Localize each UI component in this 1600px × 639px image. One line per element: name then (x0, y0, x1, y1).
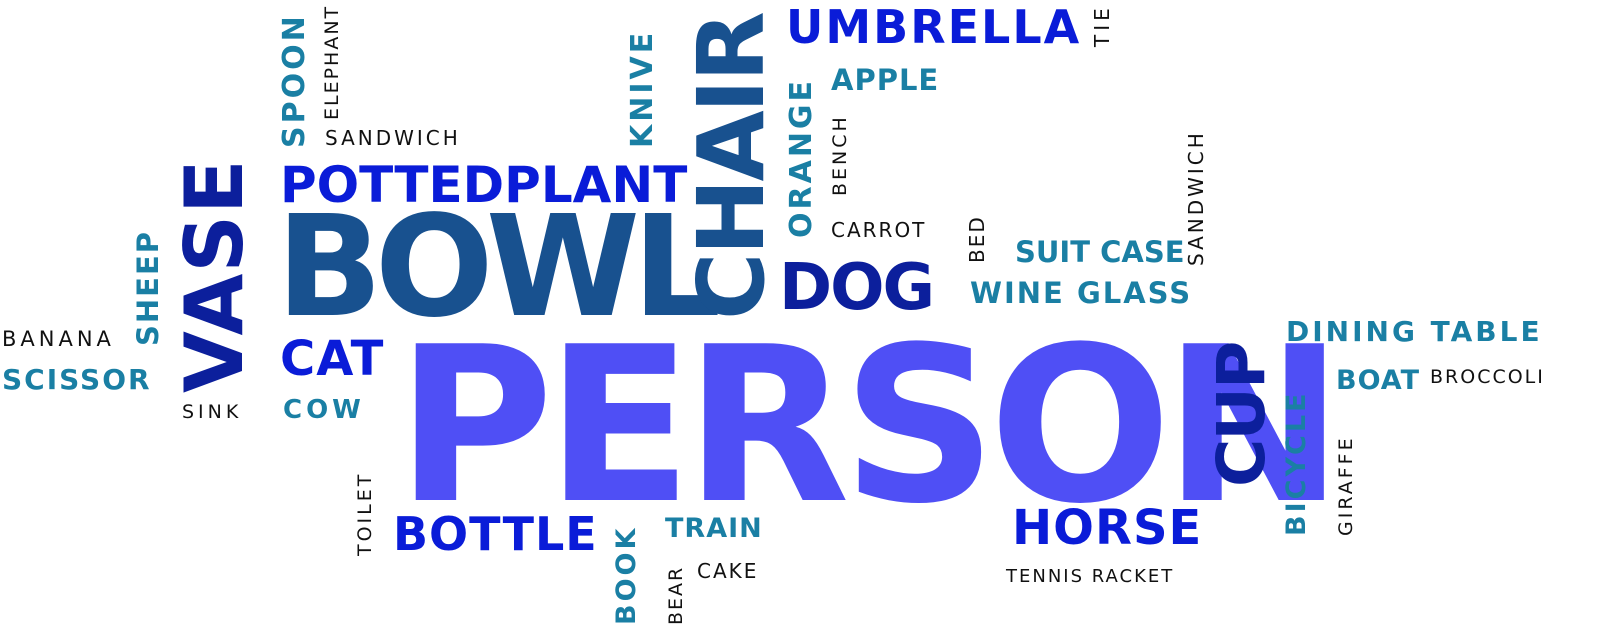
word-chair: CHAIR (678, 14, 785, 320)
word-bicycle: BICYCLE (1281, 390, 1312, 537)
word-book: BOOK (611, 525, 642, 625)
word-pottedplant: POTTEDPLANT (280, 156, 688, 214)
word-bear: BEAR (665, 565, 687, 625)
word-sandwich-horizontal: SANDWICH (325, 126, 461, 150)
word-dining-table: DINING TABLE (1286, 315, 1543, 348)
word-sheep: SHEEP (131, 229, 165, 346)
word-bowl: BOWL (276, 186, 721, 349)
word-horse: HORSE (1012, 500, 1203, 556)
word-broccoli: BROCCOLI (1430, 366, 1545, 388)
word-bench: BENCH (829, 114, 851, 196)
word-toilet: TOILET (354, 471, 376, 556)
word-tennis-racket: TENNIS RACKET (1006, 566, 1175, 587)
word-sink: SINK (182, 401, 243, 423)
word-banana: BANANA (2, 327, 115, 351)
word-wine-glass: WINE GLASS (970, 276, 1193, 310)
word-sandwich-vertical: SANDWICH (1184, 130, 1208, 266)
word-elephant: ELEPHANT (321, 4, 343, 120)
word-scissor: SCISSOR (2, 363, 152, 396)
word-dog: DOG (779, 251, 935, 325)
word-boat: BOAT (1336, 365, 1421, 396)
word-bottle: BOTTLE (393, 507, 598, 561)
word-giraffe: GIRAFFE (1335, 435, 1357, 536)
word-orange: ORANGE (784, 77, 819, 238)
word-knive: KNIVE (625, 29, 660, 148)
word-cat: CAT (280, 331, 385, 387)
word-apple: APPLE (831, 63, 940, 97)
word-umbrella: UMBRELLA (786, 0, 1082, 54)
word-tie: TIE (1090, 4, 1114, 47)
word-train: TRAIN (665, 513, 763, 544)
word-suit-case: SUIT CASE (1015, 235, 1185, 269)
word-bed: BED (965, 215, 989, 263)
word-person: PERSON (396, 300, 1344, 551)
word-cow: COW (283, 395, 365, 425)
word-carrot: CARROT (831, 218, 927, 242)
word-vase: VASE (168, 158, 261, 393)
word-spoon: SPOON (277, 13, 312, 148)
word-cup: CUP (1203, 342, 1280, 487)
word-cake: CAKE (697, 559, 759, 583)
